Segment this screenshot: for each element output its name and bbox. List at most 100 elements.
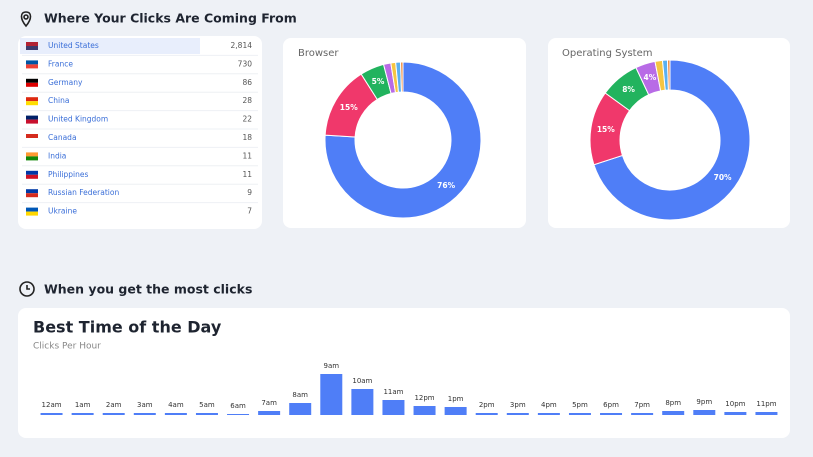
bar-label: 3am — [137, 401, 153, 409]
bar — [631, 413, 654, 415]
chart-subtitle: Clicks Per Hour — [33, 342, 101, 352]
bar — [382, 400, 405, 415]
country-clicks: 2,814 — [231, 41, 253, 50]
bar — [413, 406, 436, 415]
bar — [724, 412, 747, 415]
bar — [755, 412, 778, 415]
country-name: Ukraine — [48, 207, 77, 216]
flag — [26, 211, 38, 216]
country-clicks: 9 — [247, 188, 252, 197]
bar — [568, 413, 591, 415]
bar-label: 5am — [199, 401, 215, 409]
bar-label: 2am — [106, 401, 122, 409]
country-name: United Kingdom — [48, 115, 108, 124]
flag — [26, 60, 38, 65]
bar — [71, 413, 94, 415]
bar — [258, 411, 281, 415]
slice-label: 15% — [597, 125, 615, 134]
bar-label: 10am — [352, 377, 372, 385]
chart-title: Best Time of the Day — [33, 318, 222, 337]
flag — [26, 189, 38, 194]
flag — [26, 134, 38, 138]
country-clicks: 28 — [242, 96, 252, 105]
flag — [26, 46, 38, 50]
flag — [26, 207, 38, 212]
country-card — [18, 36, 262, 229]
bar-label: 4pm — [541, 401, 557, 409]
donut-slice — [400, 61, 404, 93]
country-clicks: 18 — [242, 133, 252, 142]
flag — [26, 152, 38, 157]
bar-label: 11pm — [756, 400, 776, 408]
bar — [600, 413, 623, 415]
slice-label: 4% — [644, 73, 657, 82]
country-clicks: 86 — [242, 78, 252, 87]
country-name: United States — [48, 41, 99, 50]
row-highlight — [20, 38, 200, 54]
country-clicks: 11 — [242, 151, 252, 160]
country-name: Russian Federation — [48, 188, 119, 197]
flag — [26, 82, 38, 87]
bar-label: 7pm — [634, 401, 650, 409]
bar — [693, 410, 716, 415]
country-name: Philippines — [48, 170, 89, 179]
flag — [26, 156, 38, 161]
bar — [444, 407, 467, 415]
flag — [26, 115, 38, 120]
slice-label: 70% — [714, 173, 732, 182]
country-clicks: 11 — [242, 170, 252, 179]
bar — [289, 403, 312, 415]
flag — [26, 97, 38, 102]
bar-label: 1am — [75, 401, 91, 409]
country-name: France — [48, 59, 73, 68]
slice-label: 8% — [622, 85, 635, 94]
bar-card — [18, 308, 790, 438]
bar-label: 2pm — [479, 401, 495, 409]
flag — [26, 42, 38, 46]
flag — [26, 170, 38, 175]
bar-label: 9pm — [696, 398, 712, 406]
bar-label: 6pm — [603, 401, 619, 409]
pin-icon — [20, 11, 32, 28]
bar-label: 9am — [324, 362, 340, 370]
donut-slice — [666, 59, 671, 91]
country-name: Germany — [48, 78, 83, 87]
flag — [26, 138, 38, 142]
country-clicks: 7 — [247, 207, 252, 216]
flag — [26, 119, 38, 124]
donut-slice — [324, 61, 482, 219]
flag — [26, 101, 38, 106]
bar — [320, 374, 343, 415]
bar — [164, 413, 187, 415]
section-title: When you get the most clicks — [44, 282, 252, 297]
country-clicks: 22 — [242, 115, 252, 124]
flag — [26, 174, 38, 179]
bar-label: 3pm — [510, 401, 526, 409]
slice-label: 5% — [372, 77, 385, 86]
bar-label: 7am — [261, 399, 277, 407]
country-clicks: 730 — [238, 59, 253, 68]
clock-icon — [19, 281, 35, 297]
bar — [475, 413, 498, 415]
bar-label: 6am — [230, 402, 246, 410]
flag — [26, 64, 38, 69]
bar-label: 8pm — [665, 399, 681, 407]
flag — [26, 78, 38, 83]
bar-label: 8am — [292, 391, 308, 399]
donut-slice — [593, 59, 751, 221]
bar — [227, 414, 250, 415]
bar-label: 1pm — [448, 395, 464, 403]
flag — [26, 193, 38, 198]
bar-label: 4am — [168, 401, 184, 409]
bar — [195, 413, 218, 415]
country-name: Canada — [48, 133, 77, 142]
bar-label: 5pm — [572, 401, 588, 409]
bar — [351, 389, 374, 415]
bar-label: 12am — [42, 401, 62, 409]
chart-title: Browser — [298, 48, 339, 59]
bar-label: 10pm — [725, 400, 745, 408]
slice-label: 76% — [437, 181, 455, 190]
country-name: China — [48, 96, 69, 105]
bar — [537, 413, 560, 415]
